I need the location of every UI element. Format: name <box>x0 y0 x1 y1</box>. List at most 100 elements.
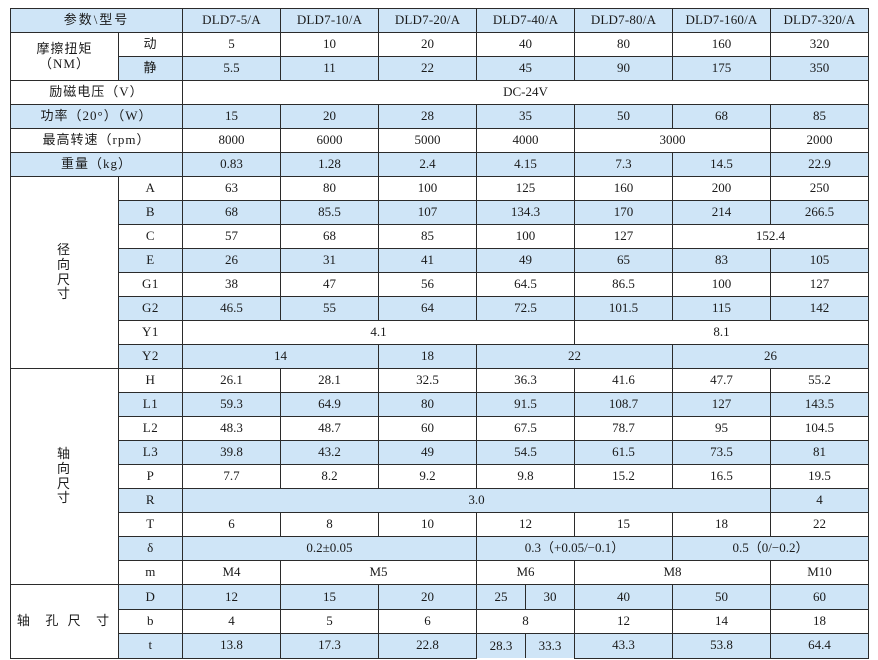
cell-t-2: 17.3 <box>280 633 379 659</box>
header-param-model: 参数\型号 <box>10 8 183 33</box>
cell-T-6: 18 <box>672 512 771 537</box>
cell-G1-7: 127 <box>770 272 869 297</box>
row-dim-E: E 26 31 41 49 65 83 105 <box>11 248 869 273</box>
row-dim-T: T 6 8 10 12 15 18 22 <box>11 512 869 537</box>
label-static: 静 <box>118 56 183 81</box>
cell-torque-dyn-5: 80 <box>574 32 673 57</box>
cell-m-3: M6 <box>476 560 575 585</box>
cell-C-3: 85 <box>378 224 477 249</box>
specification-table: 参数\型号 DLD7-5/A DLD7-10/A DLD7-20/A DLD7-… <box>10 8 869 659</box>
cell-A-6: 200 <box>672 176 771 201</box>
cell-excitation-voltage-value: DC-24V <box>182 80 869 105</box>
cell-delta-1: 0.2±0.05 <box>182 536 477 561</box>
cell-E-7: 105 <box>770 248 869 273</box>
cell-H-3: 32.5 <box>378 368 477 393</box>
row-dim-H: 轴 向 尺 寸 H 26.1 28.1 32.5 36.3 41.6 47.7 … <box>10 368 869 585</box>
cell-L2-5: 78.7 <box>574 416 673 441</box>
header-model-6: DLD7-160/A <box>672 8 771 33</box>
radial-char-4: 寸 <box>56 286 72 302</box>
cell-P-1: 7.7 <box>182 464 281 489</box>
cell-D-split-wrap: 25 30 <box>476 584 575 610</box>
row-weight: 重量（kg） 0.83 1.28 2.4 4.15 7.3 14.5 22.9 <box>10 152 869 177</box>
label-bore-t: t <box>118 633 183 659</box>
cell-Y2-2: 18 <box>378 344 477 369</box>
label-bore-D: D <box>118 584 183 610</box>
label-dim-L2: L2 <box>118 416 183 441</box>
cell-b-7: 18 <box>770 609 869 634</box>
cell-P-5: 15.2 <box>574 464 673 489</box>
row-bore-t: t 13.8 17.3 22.8 28.3 33.3 43.3 53.8 64.… <box>11 633 869 659</box>
cell-L2-3: 60 <box>378 416 477 441</box>
cell-Y1-2: 8.1 <box>574 320 869 345</box>
header-model-1: DLD7-5/A <box>182 8 281 33</box>
cell-T-7: 22 <box>770 512 869 537</box>
cell-G2-1: 46.5 <box>182 296 281 321</box>
cell-L1-5: 108.7 <box>574 392 673 417</box>
cell-D-1: 12 <box>182 584 281 610</box>
radial-char-1: 径 <box>56 241 72 257</box>
cell-A-4: 125 <box>476 176 575 201</box>
cell-m-1: M4 <box>182 560 281 585</box>
cell-max-speed-6: 2000 <box>770 128 869 153</box>
bore-line-2: 尺 寸 <box>68 613 113 628</box>
cell-B-4: 134.3 <box>476 200 575 225</box>
label-dim-T: T <box>118 512 183 537</box>
bore-char-2: 孔 <box>45 612 62 628</box>
cell-b-1: 4 <box>182 609 281 634</box>
cell-L3-5: 61.5 <box>574 440 673 465</box>
cell-L3-7: 81 <box>770 440 869 465</box>
cell-D-2: 15 <box>280 584 379 610</box>
cell-E-3: 41 <box>378 248 477 273</box>
cell-L1-1: 59.3 <box>182 392 281 417</box>
cell-Y1-1: 4.1 <box>182 320 575 345</box>
cell-P-3: 9.2 <box>378 464 477 489</box>
header-model-5: DLD7-80/A <box>574 8 673 33</box>
cell-max-speed-2: 6000 <box>280 128 379 153</box>
cell-L1-3: 80 <box>378 392 477 417</box>
cell-H-6: 47.7 <box>672 368 771 393</box>
label-dim-Y2: Y2 <box>118 344 183 369</box>
cell-power-6: 68 <box>672 104 771 129</box>
cell-T-3: 10 <box>378 512 477 537</box>
cell-P-6: 16.5 <box>672 464 771 489</box>
cell-P-2: 8.2 <box>280 464 379 489</box>
cell-t-split-wrap: 28.3 33.3 <box>476 633 575 658</box>
cell-E-5: 65 <box>574 248 673 273</box>
cell-torque-sta-2: 11 <box>280 56 379 81</box>
cell-G2-3: 64 <box>378 296 477 321</box>
cell-Y2-3: 22 <box>476 344 673 369</box>
label-friction-torque: 摩擦扭矩 （NM） <box>10 32 119 81</box>
cell-max-speed-1: 8000 <box>182 128 281 153</box>
cell-torque-sta-7: 350 <box>770 56 869 81</box>
cell-L3-2: 43.2 <box>280 440 379 465</box>
cell-A-3: 100 <box>378 176 477 201</box>
radial-char-3: 尺 <box>56 271 72 287</box>
friction-torque-unit: （NM） <box>39 55 90 71</box>
cell-power-7: 85 <box>770 104 869 129</box>
cell-power-2: 20 <box>280 104 379 129</box>
label-dim-A: A <box>118 176 183 201</box>
cell-G1-6: 100 <box>672 272 771 297</box>
cell-T-2: 8 <box>280 512 379 537</box>
cell-C-5: 127 <box>574 224 673 249</box>
cell-m-4: M8 <box>574 560 771 585</box>
cell-power-3: 28 <box>378 104 477 129</box>
label-dim-Y1: Y1 <box>118 320 183 345</box>
label-dim-P: P <box>118 464 183 489</box>
label-dim-L1: L1 <box>118 392 183 417</box>
header-model-4: DLD7-40/A <box>476 8 575 33</box>
bore-t-split-table: 28.3 33.3 <box>477 634 574 658</box>
cell-C-6: 152.4 <box>672 224 869 249</box>
row-dim-R: R 3.0 4 <box>11 488 869 513</box>
row-dim-L2: L2 48.3 48.7 60 67.5 78.7 95 104.5 <box>11 416 869 441</box>
axial-char-2: 向 <box>56 460 72 476</box>
cell-t-4: 28.3 <box>477 634 526 658</box>
label-power: 功率（20°）（W） <box>10 104 183 129</box>
cell-max-speed-4: 4000 <box>476 128 575 153</box>
cell-t-7: 53.8 <box>672 633 771 659</box>
bore-line-1: 轴 孔 <box>17 613 62 628</box>
cell-Y2-1: 14 <box>182 344 379 369</box>
label-max-speed: 最高转速（rpm） <box>10 128 183 153</box>
cell-torque-sta-6: 175 <box>672 56 771 81</box>
cell-G1-5: 86.5 <box>574 272 673 297</box>
